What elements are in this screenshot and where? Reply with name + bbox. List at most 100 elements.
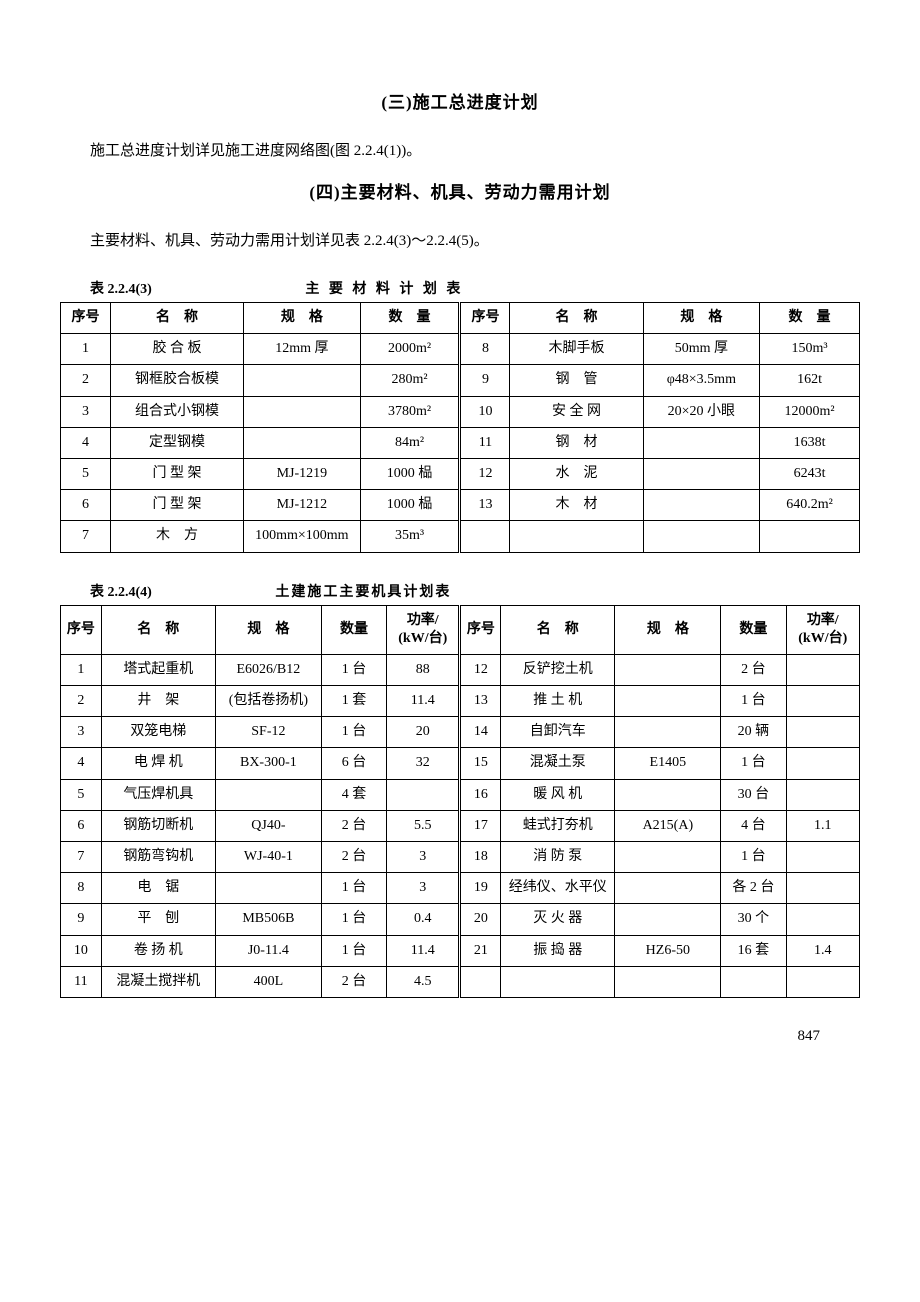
cell-qty: 30 个 — [721, 904, 786, 935]
cell-pow: 88 — [387, 654, 460, 685]
cell-seq: 10 — [460, 396, 510, 427]
section3-para: 施工总进度计划详见施工进度网络图(图 2.2.4(1))。 — [60, 139, 860, 160]
cell-spec: E6026/B12 — [215, 654, 321, 685]
cell-seq: 10 — [61, 935, 102, 966]
cell-spec — [643, 427, 760, 458]
cell-name: 胶 合 板 — [110, 334, 243, 365]
cell-qty: 1 台 — [321, 904, 386, 935]
cell-name: 双笼电梯 — [101, 717, 215, 748]
cell-qty: 280m² — [360, 365, 460, 396]
cell-qty: 6243t — [760, 458, 860, 489]
cell-name: 门 型 架 — [110, 490, 243, 521]
cell-seq: 1 — [61, 334, 111, 365]
table-row: 1胶 合 板12mm 厚2000m²8木脚手板50mm 厚150m³ — [61, 334, 860, 365]
table2-title: 土建施工主要机具计划表 — [275, 581, 451, 601]
cell-name: 暖 风 机 — [501, 779, 615, 810]
cell-name: 钢 管 — [510, 365, 643, 396]
table-row: 10卷 扬 机J0-11.41 台11.421振 捣 器HZ6-5016 套1.… — [61, 935, 860, 966]
page-number: 847 — [60, 1028, 820, 1045]
table2: 序号 名 称 规 格 数量 功率/(kW/台) 序号 名 称 规 格 数量 功率… — [60, 605, 860, 998]
cell-name: 电 锯 — [101, 873, 215, 904]
cell-spec — [244, 396, 361, 427]
cell-seq: 4 — [61, 748, 102, 779]
cell-spec — [215, 873, 321, 904]
cell-spec — [244, 365, 361, 396]
cell-spec: 20×20 小眼 — [643, 396, 760, 427]
cell-name: 木 材 — [510, 490, 643, 521]
cell-pow: 20 — [387, 717, 460, 748]
t2-h-name-l: 名 称 — [101, 605, 215, 654]
cell-name: 经纬仪、水平仪 — [501, 873, 615, 904]
cell-qty: 640.2m² — [760, 490, 860, 521]
cell-name: 混凝土搅拌机 — [101, 966, 215, 997]
cell-name: 木 方 — [110, 521, 243, 552]
cell-name: 推 土 机 — [501, 686, 615, 717]
cell-spec — [643, 521, 760, 552]
cell-qty: 162t — [760, 365, 860, 396]
cell-seq: 19 — [460, 873, 501, 904]
table-row: 2井 架(包括卷扬机)1 套11.413推 土 机1 台 — [61, 686, 860, 717]
cell-pow — [786, 779, 859, 810]
cell-qty: 2 台 — [321, 842, 386, 873]
table-row: 9平 刨MB506B1 台0.420灭 火 器30 个 — [61, 904, 860, 935]
table-row: 7钢筋弯钩机WJ-40-12 台318消 防 泵1 台 — [61, 842, 860, 873]
cell-spec: WJ-40-1 — [215, 842, 321, 873]
cell-pow — [786, 717, 859, 748]
table-row: 4电 焊 机BX-300-16 台3215混凝土泵E14051 台 — [61, 748, 860, 779]
cell-seq: 11 — [460, 427, 510, 458]
cell-spec: MJ-1212 — [244, 490, 361, 521]
t1-h-spec-l: 规 格 — [244, 303, 361, 334]
cell-name: 塔式起重机 — [101, 654, 215, 685]
cell-name: 平 刨 — [101, 904, 215, 935]
cell-spec: SF-12 — [215, 717, 321, 748]
cell-qty: 2000m² — [360, 334, 460, 365]
t2-h-qty-r: 数量 — [721, 605, 786, 654]
cell-spec — [643, 490, 760, 521]
cell-spec — [615, 686, 721, 717]
cell-spec — [244, 427, 361, 458]
cell-name: 振 捣 器 — [501, 935, 615, 966]
table-row: 1塔式起重机E6026/B121 台8812反铲挖土机2 台 — [61, 654, 860, 685]
cell-pow — [786, 904, 859, 935]
cell-spec — [615, 966, 721, 997]
table1-label-row: 表 2.2.4(3) 主 要 材 料 计 划 表 — [90, 278, 860, 298]
t2-h-seq-l: 序号 — [61, 605, 102, 654]
cell-qty — [760, 521, 860, 552]
cell-name: 灭 火 器 — [501, 904, 615, 935]
t2-h-spec-l: 规 格 — [215, 605, 321, 654]
cell-spec — [615, 904, 721, 935]
cell-seq: 7 — [61, 521, 111, 552]
cell-name: 消 防 泵 — [501, 842, 615, 873]
cell-pow — [786, 966, 859, 997]
cell-pow: 11.4 — [387, 935, 460, 966]
cell-name: 蛙式打夯机 — [501, 810, 615, 841]
cell-qty: 16 套 — [721, 935, 786, 966]
cell-name — [501, 966, 615, 997]
t2-h-qty-l: 数量 — [321, 605, 386, 654]
table-row: 6钢筋切断机QJ40-2 台5.517蛙式打夯机A215(A)4 台1.1 — [61, 810, 860, 841]
cell-name: 混凝土泵 — [501, 748, 615, 779]
t2-h-spec-r: 规 格 — [615, 605, 721, 654]
table-row: 5门 型 架MJ-12191000 榀12水 泥6243t — [61, 458, 860, 489]
cell-pow: 32 — [387, 748, 460, 779]
cell-qty: 2 台 — [321, 810, 386, 841]
cell-name: 自卸汽车 — [501, 717, 615, 748]
table-row: 11混凝土搅拌机400L2 台4.5 — [61, 966, 860, 997]
cell-qty: 12000m² — [760, 396, 860, 427]
cell-seq: 2 — [61, 365, 111, 396]
cell-seq — [460, 521, 510, 552]
cell-spec — [615, 717, 721, 748]
cell-qty: 1 台 — [321, 654, 386, 685]
cell-name: 反铲挖土机 — [501, 654, 615, 685]
cell-seq: 21 — [460, 935, 501, 966]
cell-pow — [786, 654, 859, 685]
t1-h-name-r: 名 称 — [510, 303, 643, 334]
table-row: 8电 锯1 台319经纬仪、水平仪各 2 台 — [61, 873, 860, 904]
cell-qty: 1 台 — [721, 686, 786, 717]
cell-pow: 3 — [387, 873, 460, 904]
cell-name: 电 焊 机 — [101, 748, 215, 779]
cell-seq: 17 — [460, 810, 501, 841]
table2-label: 表 2.2.4(4) — [90, 585, 152, 600]
cell-pow — [786, 873, 859, 904]
cell-seq: 9 — [460, 365, 510, 396]
